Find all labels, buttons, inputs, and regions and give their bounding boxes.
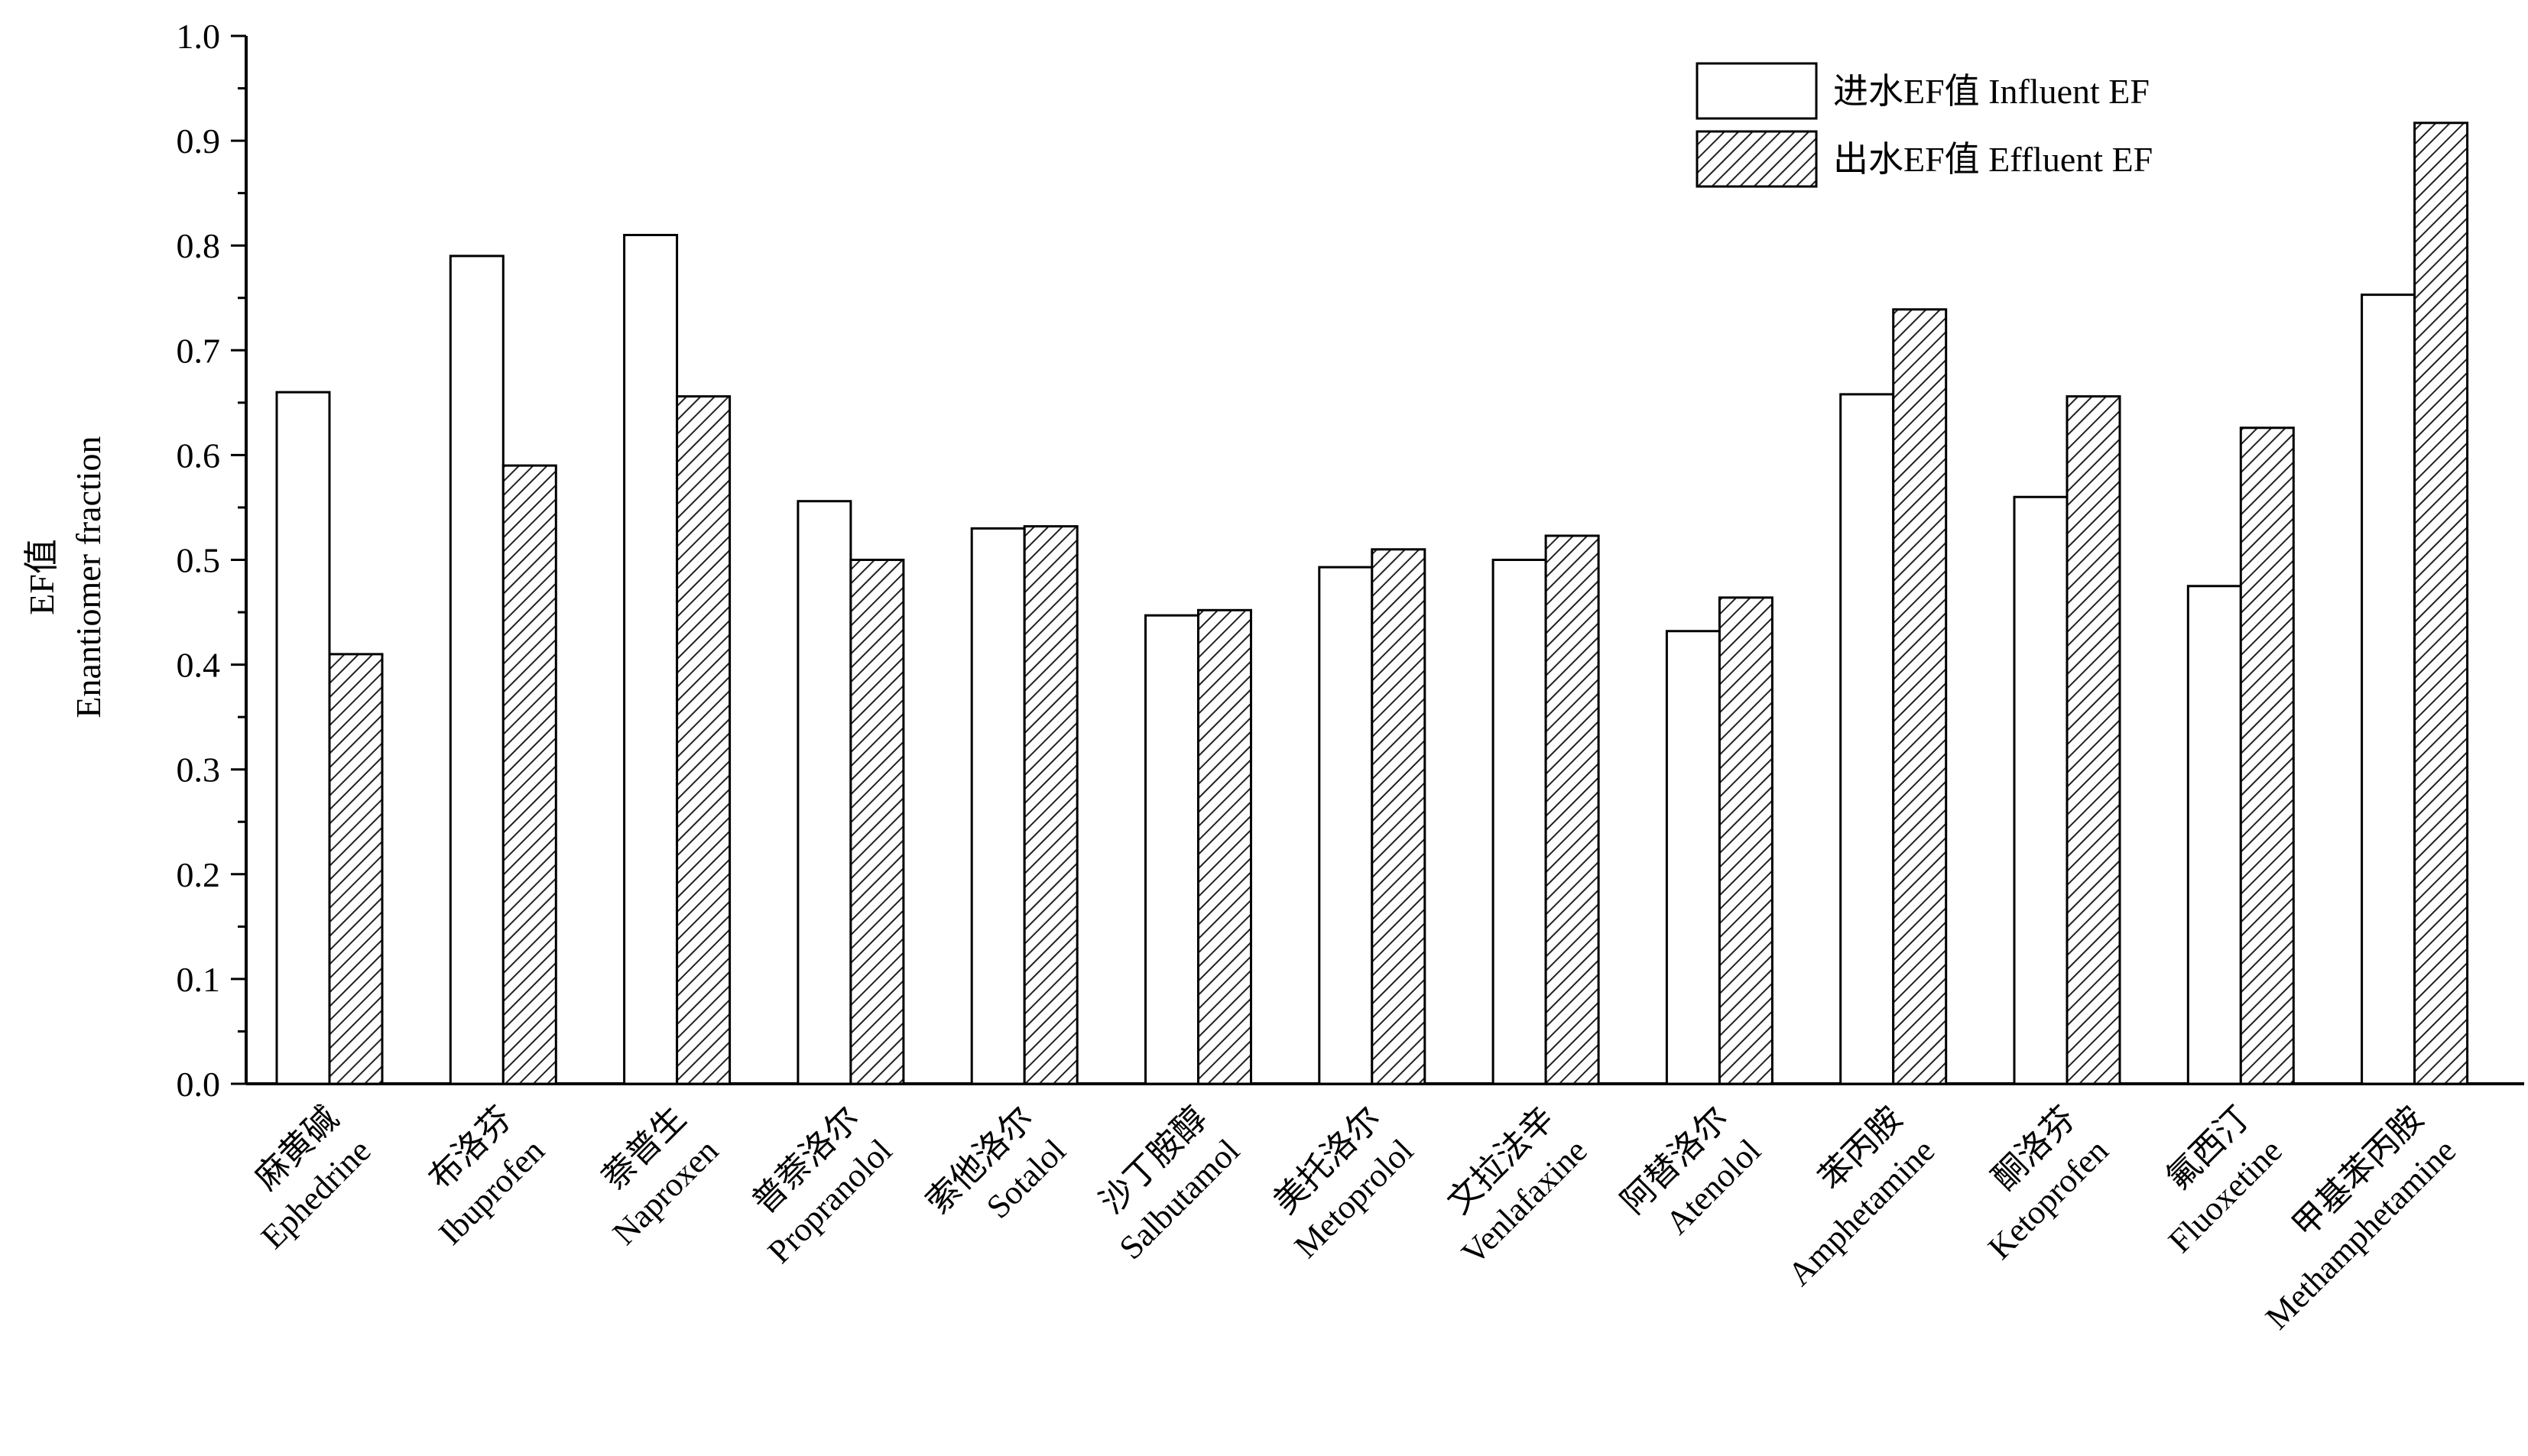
legend-label-influent: 进水EF值 Influent EF [1833, 72, 2150, 111]
effluent-bar-ibuprofen [501, 464, 557, 1085]
y-axis-label-line2: Enantiomer fraction [69, 436, 108, 718]
effluent-bar-amphetamine [1892, 308, 1948, 1085]
y-tick-label: 0.9 [177, 122, 221, 161]
effluent-bar-sotalol [1023, 525, 1079, 1085]
influent-bar-ibuprofen [449, 255, 505, 1085]
effluent-bar-methamphetamine [2413, 122, 2469, 1085]
effluent-bar-metoprolol [1371, 548, 1426, 1085]
influent-bar-ketoprofen [2013, 495, 2069, 1085]
y-tick-label: 0.8 [177, 226, 221, 265]
effluent-bar-ketoprofen [2066, 395, 2121, 1085]
y-tick-label: 0.0 [177, 1065, 221, 1104]
y-axis-label: EF值 Enantiomer fraction [22, 436, 108, 718]
influent-bar-sotalol [970, 527, 1026, 1085]
effluent-bar-fluoxetine [2239, 426, 2295, 1085]
legend-swatch-effluent [1696, 130, 1818, 188]
influent-bar-amphetamine [1839, 393, 1895, 1085]
y-tick-label: 0.2 [177, 855, 221, 894]
effluent-bar-propranolol [849, 559, 905, 1085]
legend-swatch-influent [1696, 62, 1818, 120]
y-tick-label: 0.4 [177, 646, 221, 685]
influent-bar-atenolol [1665, 630, 1721, 1085]
influent-bar-propranolol [797, 500, 852, 1085]
y-tick-label: 1.0 [177, 17, 221, 56]
effluent-bar-naproxen [676, 395, 732, 1085]
effluent-bar-salbutamol [1197, 608, 1252, 1085]
influent-bar-metoprolol [1318, 566, 1374, 1085]
influent-bar-methamphetamine [2361, 293, 2416, 1085]
y-tick-label: 0.6 [177, 436, 221, 475]
influent-bar-fluoxetine [2186, 585, 2242, 1085]
influent-bar-venlafaxine [1491, 559, 1547, 1085]
y-tick-label: 0.5 [177, 541, 221, 580]
y-tick-label: 0.7 [177, 331, 221, 370]
influent-bar-naproxen [623, 233, 679, 1085]
legend: 进水EF值 Influent EF 出水EF值 Effluent EF [1696, 62, 2153, 188]
y-axis-label-line1: EF值 [22, 539, 61, 615]
y-tick-label: 0.3 [177, 751, 221, 790]
legend-label-effluent: 出水EF值 Effluent EF [1833, 140, 2153, 179]
influent-bar-ephedrine [275, 391, 331, 1085]
effluent-bar-atenolol [1718, 596, 1773, 1085]
effluent-bar-ephedrine [328, 653, 384, 1085]
influent-bar-salbutamol [1144, 614, 1199, 1085]
y-tick-label: 0.1 [177, 960, 221, 999]
bars [275, 122, 2469, 1085]
effluent-bar-venlafaxine [1544, 534, 1600, 1085]
